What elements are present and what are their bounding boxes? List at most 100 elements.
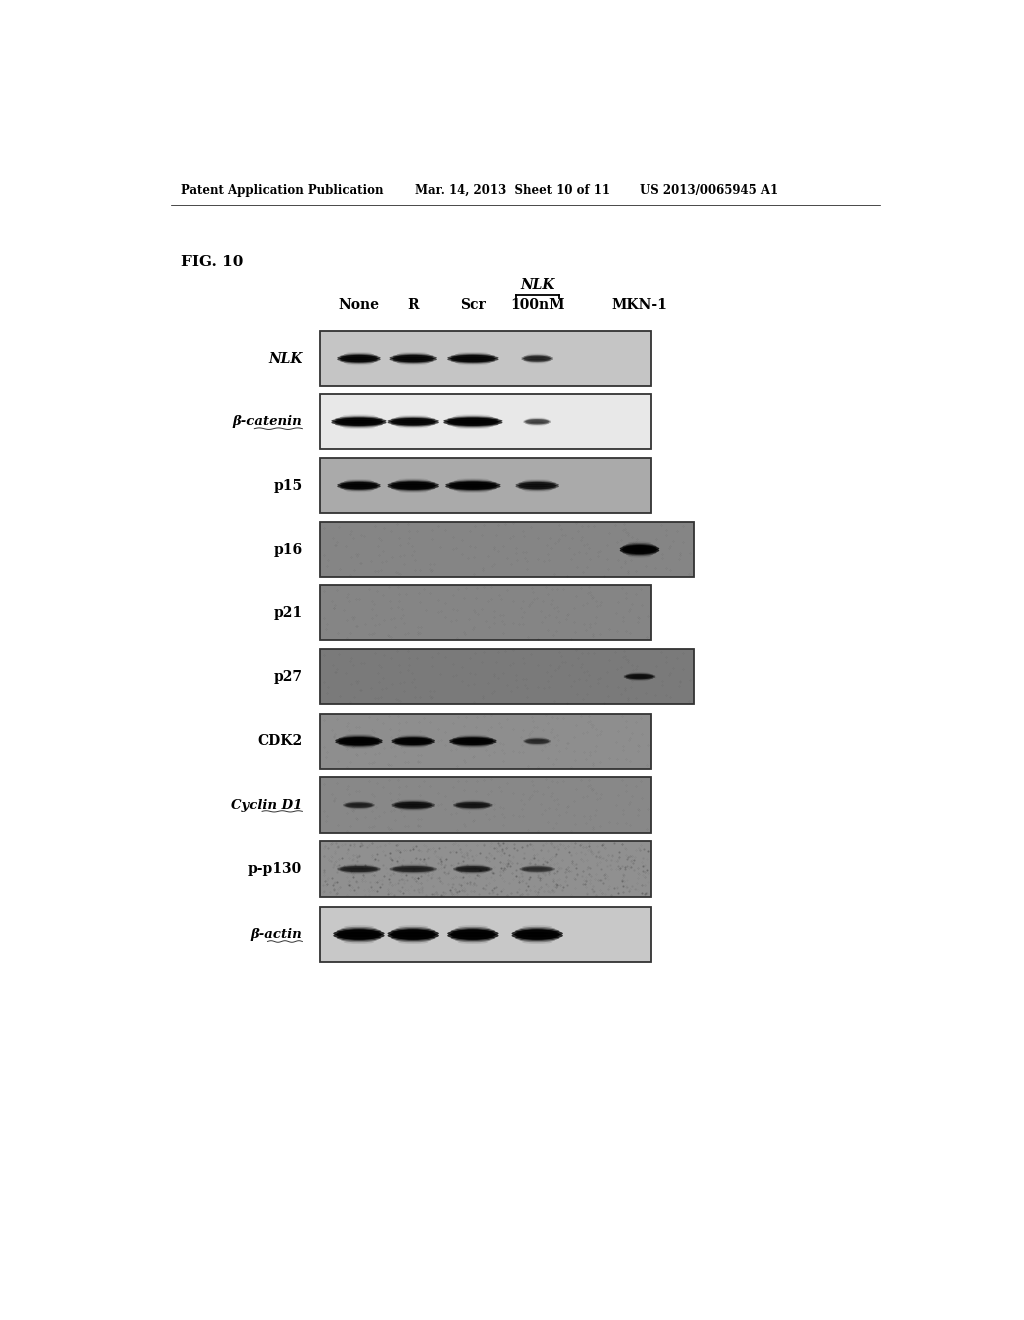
Ellipse shape xyxy=(515,929,559,940)
Ellipse shape xyxy=(398,743,428,747)
Ellipse shape xyxy=(519,939,555,942)
Ellipse shape xyxy=(449,486,497,491)
Ellipse shape xyxy=(333,929,385,937)
Ellipse shape xyxy=(393,870,433,873)
Ellipse shape xyxy=(512,929,563,937)
Ellipse shape xyxy=(398,808,428,810)
Ellipse shape xyxy=(394,737,432,741)
Ellipse shape xyxy=(335,417,383,426)
Ellipse shape xyxy=(458,363,487,366)
Ellipse shape xyxy=(522,480,552,483)
Text: p21: p21 xyxy=(273,606,302,619)
Text: NLK: NLK xyxy=(520,279,554,293)
Ellipse shape xyxy=(398,478,428,480)
Ellipse shape xyxy=(391,739,435,744)
Ellipse shape xyxy=(519,867,555,870)
Ellipse shape xyxy=(450,739,497,744)
Ellipse shape xyxy=(341,927,377,931)
Ellipse shape xyxy=(387,932,439,940)
Ellipse shape xyxy=(391,486,435,491)
Bar xyxy=(321,649,693,705)
Ellipse shape xyxy=(337,867,381,873)
Ellipse shape xyxy=(522,866,553,869)
Ellipse shape xyxy=(443,420,503,425)
Ellipse shape xyxy=(393,866,433,869)
Ellipse shape xyxy=(398,800,428,803)
Text: β-actin: β-actin xyxy=(251,928,302,941)
Ellipse shape xyxy=(453,416,494,418)
Ellipse shape xyxy=(396,865,430,867)
Ellipse shape xyxy=(346,363,372,366)
Ellipse shape xyxy=(395,424,431,428)
Ellipse shape xyxy=(341,939,377,942)
Ellipse shape xyxy=(456,414,490,417)
Ellipse shape xyxy=(335,738,383,743)
Ellipse shape xyxy=(447,417,499,426)
Ellipse shape xyxy=(395,939,431,942)
Ellipse shape xyxy=(623,545,656,554)
Ellipse shape xyxy=(340,482,378,490)
Ellipse shape xyxy=(454,479,493,483)
Ellipse shape xyxy=(626,543,653,546)
Ellipse shape xyxy=(338,737,380,746)
Ellipse shape xyxy=(344,925,374,928)
Ellipse shape xyxy=(391,422,435,426)
Ellipse shape xyxy=(337,355,381,360)
Ellipse shape xyxy=(453,742,494,746)
Ellipse shape xyxy=(348,807,370,809)
Ellipse shape xyxy=(525,418,549,425)
Ellipse shape xyxy=(456,803,490,808)
Ellipse shape xyxy=(344,941,374,944)
Text: p-p130: p-p130 xyxy=(248,862,302,876)
Ellipse shape xyxy=(389,866,437,871)
Ellipse shape xyxy=(337,483,381,490)
Ellipse shape xyxy=(458,941,487,944)
Ellipse shape xyxy=(525,418,549,421)
Text: p15: p15 xyxy=(273,479,302,492)
Ellipse shape xyxy=(337,866,381,871)
Ellipse shape xyxy=(396,354,430,356)
Ellipse shape xyxy=(623,544,656,549)
Ellipse shape xyxy=(528,362,547,364)
Ellipse shape xyxy=(451,359,495,363)
Ellipse shape xyxy=(458,352,487,354)
Ellipse shape xyxy=(521,358,553,362)
Ellipse shape xyxy=(624,676,655,678)
Ellipse shape xyxy=(340,416,378,418)
Ellipse shape xyxy=(522,941,552,944)
Ellipse shape xyxy=(523,741,551,743)
Ellipse shape xyxy=(512,932,563,940)
Bar xyxy=(321,395,651,449)
Ellipse shape xyxy=(626,675,653,680)
Ellipse shape xyxy=(333,932,385,940)
Ellipse shape xyxy=(626,677,653,680)
Ellipse shape xyxy=(451,935,495,941)
Bar xyxy=(321,907,651,962)
Ellipse shape xyxy=(620,545,659,552)
Ellipse shape xyxy=(342,735,376,739)
Ellipse shape xyxy=(340,866,378,873)
Ellipse shape xyxy=(449,482,497,490)
Ellipse shape xyxy=(335,417,383,421)
Ellipse shape xyxy=(396,871,430,874)
Text: R: R xyxy=(408,298,419,313)
Text: FIG. 10: FIG. 10 xyxy=(180,255,243,269)
Ellipse shape xyxy=(527,418,547,420)
Ellipse shape xyxy=(389,356,437,362)
Ellipse shape xyxy=(456,801,489,805)
Ellipse shape xyxy=(332,418,387,424)
Ellipse shape xyxy=(389,867,437,873)
Ellipse shape xyxy=(394,738,432,744)
Ellipse shape xyxy=(527,738,547,739)
Ellipse shape xyxy=(447,932,499,940)
Ellipse shape xyxy=(459,807,486,809)
Ellipse shape xyxy=(345,805,373,808)
Ellipse shape xyxy=(449,480,497,486)
Ellipse shape xyxy=(398,491,428,492)
Ellipse shape xyxy=(454,866,493,871)
Ellipse shape xyxy=(515,935,559,941)
Ellipse shape xyxy=(525,742,549,744)
Ellipse shape xyxy=(340,870,378,873)
Ellipse shape xyxy=(454,803,493,807)
Text: NLK: NLK xyxy=(268,351,302,366)
